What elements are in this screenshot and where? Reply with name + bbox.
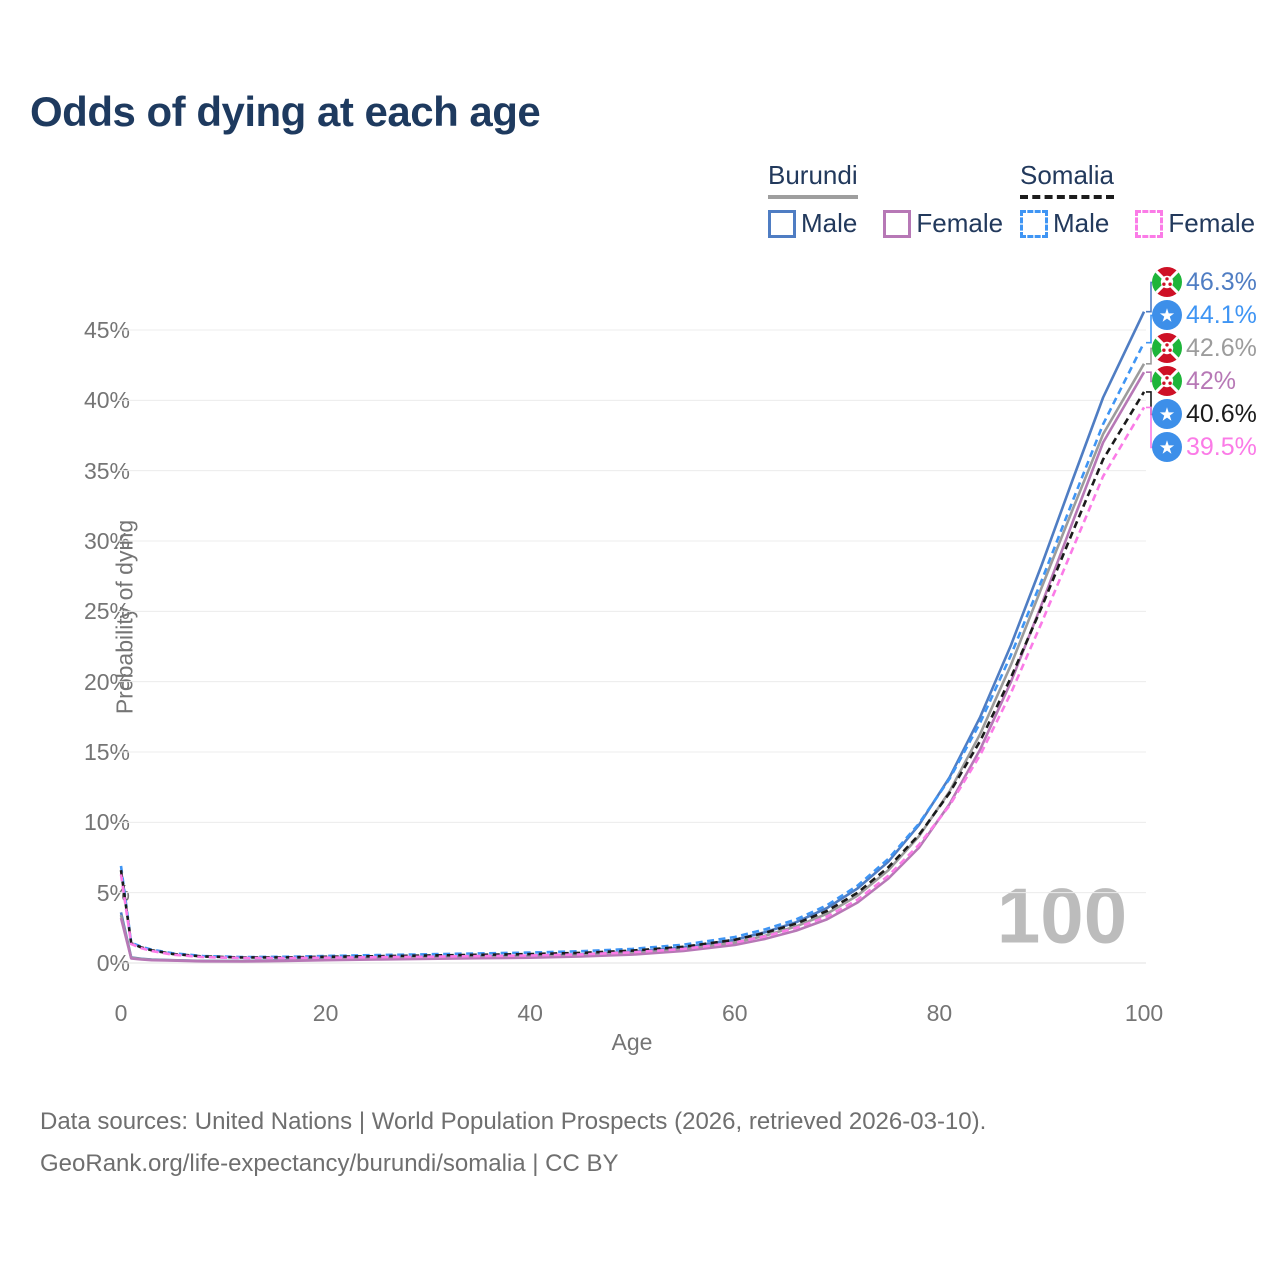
legend-country-somalia[interactable]: Somalia [1020, 160, 1114, 199]
somalia-male-swatch-icon [1020, 209, 1048, 238]
legend-group-burundi: Burundi Male Female [768, 160, 1003, 239]
burundi-female-swatch-icon [883, 209, 912, 238]
leader-line [1146, 371, 1157, 383]
attribution-link-text: GeoRank.org/life-expectancy/burundi/soma… [40, 1150, 619, 1177]
legend-group-somalia: Somalia Male Female [1020, 160, 1255, 239]
legend-row-burundi: Male Female [768, 208, 1003, 239]
legend-row-somalia: Male Female [1020, 208, 1255, 239]
x-tick-label: 60 [722, 1000, 748, 1026]
legend-item-label: Female [916, 208, 1004, 238]
legend-item-burundi-female[interactable]: Female [883, 208, 1003, 239]
series-line-somalia-male[interactable] [119, 342, 1146, 959]
leader-line [1146, 314, 1157, 344]
series-line-burundi-both[interactable] [119, 363, 1146, 963]
legend-item-somalia-female[interactable]: Female [1135, 208, 1255, 239]
x-tick-label: 80 [926, 1000, 953, 1026]
x-axis-title: Age [611, 1029, 653, 1055]
series-line-burundi-male[interactable] [119, 311, 1146, 963]
leader-line [1146, 347, 1157, 365]
somalia-female-swatch-icon [1135, 209, 1164, 238]
x-tick-label: 40 [517, 1000, 543, 1026]
leader-line [1146, 406, 1157, 449]
x-tick-label: 0 [114, 1000, 128, 1026]
age-watermark: 100 [996, 871, 1128, 960]
legend-item-label: Male [801, 208, 858, 238]
series-line-somalia-female[interactable] [119, 406, 1146, 960]
leader-line [1146, 281, 1157, 313]
series-line-somalia-both[interactable] [119, 391, 1146, 959]
data-sources-text: Data sources: United Nations | World Pop… [40, 1108, 987, 1135]
gridlines [118, 329, 1146, 964]
x-tick-label: 20 [312, 1000, 339, 1026]
legend-item-label: Female [1168, 208, 1256, 238]
x-tick-label: 100 [1124, 1000, 1164, 1026]
series-line-burundi-female[interactable] [119, 371, 1146, 963]
page-title: Odds of dying at each age [30, 88, 541, 135]
legend-item-burundi-male[interactable]: Male [768, 208, 857, 239]
end-label-leader-lines [1146, 281, 1157, 449]
legend-country-burundi[interactable]: Burundi [768, 160, 858, 199]
legend-item-label: Male [1053, 208, 1110, 238]
burundi-male-swatch-icon [768, 209, 796, 238]
legend-item-somalia-male[interactable]: Male [1020, 208, 1109, 239]
